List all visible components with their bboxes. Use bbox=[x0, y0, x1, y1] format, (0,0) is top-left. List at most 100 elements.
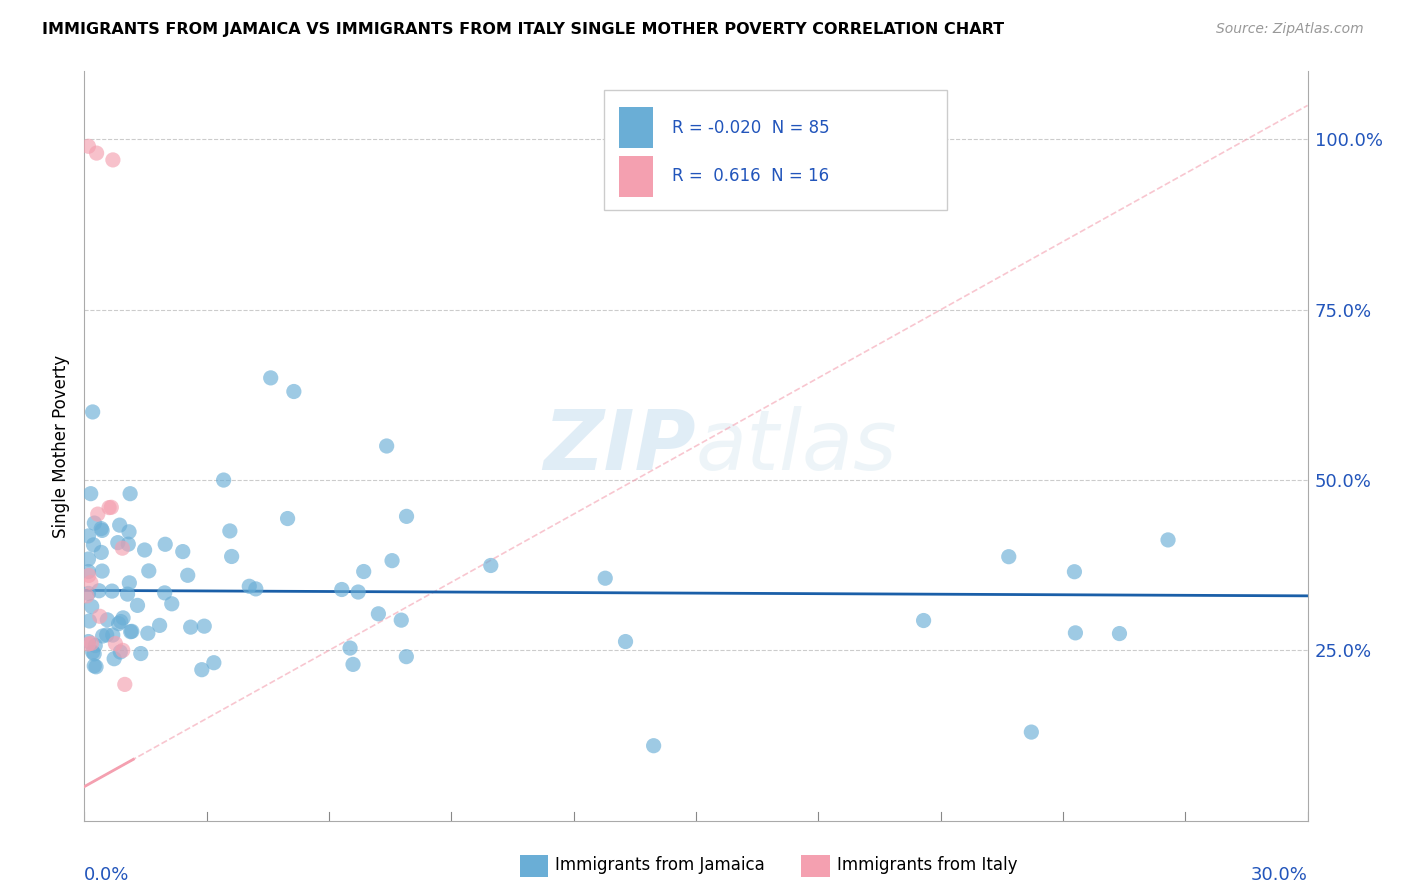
Point bbox=[1064, 625, 1087, 640]
Y-axis label: Single Mother Poverty: Single Mother Poverty bbox=[52, 354, 70, 538]
Point bbox=[153, 586, 176, 600]
Point bbox=[479, 558, 502, 573]
FancyBboxPatch shape bbox=[605, 90, 946, 210]
Point bbox=[80, 575, 103, 590]
Text: 30.0%: 30.0% bbox=[1251, 865, 1308, 884]
Point bbox=[114, 677, 136, 691]
Point bbox=[111, 643, 134, 657]
Point bbox=[90, 545, 112, 559]
Point bbox=[80, 636, 103, 650]
Point bbox=[87, 583, 110, 598]
Point bbox=[136, 626, 159, 640]
Point bbox=[107, 616, 129, 631]
Point bbox=[77, 586, 100, 600]
Point bbox=[202, 656, 225, 670]
Point bbox=[149, 618, 172, 632]
Point bbox=[77, 529, 100, 543]
Point bbox=[77, 634, 100, 648]
Point bbox=[1021, 725, 1043, 739]
Point bbox=[87, 507, 110, 521]
Text: IMMIGRANTS FROM JAMAICA VS IMMIGRANTS FROM ITALY SINGLE MOTHER POVERTY CORRELATI: IMMIGRANTS FROM JAMAICA VS IMMIGRANTS FR… bbox=[42, 22, 1004, 37]
Text: Source: ZipAtlas.com: Source: ZipAtlas.com bbox=[1216, 22, 1364, 37]
Point bbox=[117, 587, 139, 601]
Point bbox=[82, 645, 104, 659]
Point bbox=[110, 645, 132, 659]
Point bbox=[83, 658, 105, 673]
Point bbox=[77, 552, 100, 566]
Point bbox=[1157, 533, 1180, 547]
Point bbox=[86, 146, 108, 161]
Point bbox=[395, 509, 418, 524]
Point bbox=[1063, 565, 1085, 579]
Point bbox=[238, 579, 260, 593]
Point bbox=[84, 639, 107, 653]
Point bbox=[91, 564, 114, 578]
Point bbox=[172, 544, 194, 558]
Point bbox=[997, 549, 1019, 564]
Point bbox=[83, 516, 105, 530]
Point bbox=[110, 615, 132, 629]
Point bbox=[283, 384, 305, 399]
Point bbox=[90, 522, 112, 536]
Point bbox=[84, 660, 107, 674]
Text: 0.0%: 0.0% bbox=[84, 865, 129, 884]
Point bbox=[160, 597, 183, 611]
Point bbox=[100, 500, 122, 515]
Point bbox=[339, 641, 361, 656]
Point bbox=[118, 524, 141, 539]
Point bbox=[389, 613, 412, 627]
Point bbox=[83, 538, 105, 552]
Point bbox=[330, 582, 353, 597]
Point bbox=[614, 634, 637, 648]
Point bbox=[221, 549, 243, 564]
Point bbox=[108, 518, 131, 533]
Point bbox=[375, 439, 398, 453]
Text: R =  0.616  N = 16: R = 0.616 N = 16 bbox=[672, 168, 828, 186]
Point bbox=[127, 599, 149, 613]
Point bbox=[112, 611, 135, 625]
Point bbox=[91, 524, 114, 538]
Point bbox=[193, 619, 215, 633]
Point bbox=[80, 486, 103, 500]
Point bbox=[347, 585, 370, 599]
Point bbox=[129, 647, 152, 661]
Point bbox=[191, 663, 214, 677]
Point bbox=[89, 609, 111, 624]
Point bbox=[77, 637, 100, 651]
Point bbox=[643, 739, 665, 753]
Point bbox=[103, 651, 125, 665]
Point bbox=[91, 629, 114, 643]
Point bbox=[353, 565, 375, 579]
Point bbox=[912, 614, 935, 628]
Point bbox=[134, 543, 156, 558]
Point bbox=[96, 613, 118, 627]
Point bbox=[155, 537, 177, 551]
Point bbox=[111, 541, 134, 556]
Point bbox=[107, 535, 129, 549]
Point bbox=[117, 537, 139, 551]
Point bbox=[342, 657, 364, 672]
Point bbox=[138, 564, 160, 578]
Text: Immigrants from Italy: Immigrants from Italy bbox=[837, 856, 1017, 874]
Point bbox=[395, 649, 418, 664]
Point bbox=[118, 575, 141, 590]
Text: ZIP: ZIP bbox=[543, 406, 696, 486]
Text: Immigrants from Jamaica: Immigrants from Jamaica bbox=[555, 856, 765, 874]
Point bbox=[80, 599, 103, 614]
Point bbox=[83, 647, 105, 661]
FancyBboxPatch shape bbox=[619, 107, 654, 148]
Point bbox=[177, 568, 200, 582]
FancyBboxPatch shape bbox=[619, 155, 654, 197]
Text: atlas: atlas bbox=[696, 406, 897, 486]
Point bbox=[98, 500, 121, 515]
Point bbox=[180, 620, 202, 634]
Point bbox=[104, 636, 127, 650]
Point bbox=[77, 565, 100, 579]
Point bbox=[245, 582, 267, 596]
Point bbox=[77, 139, 100, 153]
Point bbox=[260, 371, 283, 385]
Point bbox=[101, 584, 124, 599]
Point bbox=[120, 486, 142, 500]
Point bbox=[82, 405, 104, 419]
Point bbox=[120, 624, 142, 639]
